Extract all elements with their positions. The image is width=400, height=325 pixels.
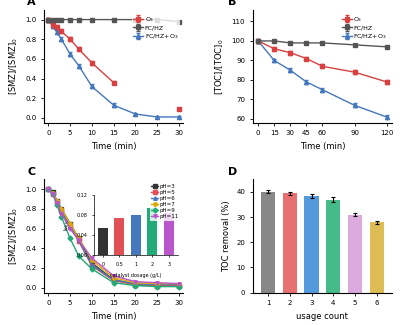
Text: D: D [228,167,237,177]
pH=6 [59,208,64,212]
Bar [326,200,340,292]
pH=9 [155,285,160,289]
Line: pH=9: pH=9 [47,188,180,288]
pH=3 [59,207,64,211]
pH=5 [76,240,81,243]
pH=11 [90,256,94,260]
pH=11 [176,282,181,286]
pH=9 [68,237,72,240]
pH=6 [155,283,160,287]
pH=5 [46,187,51,191]
Bar [304,196,318,292]
Y-axis label: TOC removal (%): TOC removal (%) [222,200,231,272]
pH=6 [46,187,51,191]
pH=7 [155,282,160,286]
Line: pH=6: pH=6 [47,188,180,286]
pH=7 [68,222,72,226]
pH=5 [50,192,55,196]
pH=7 [59,207,64,211]
pH=11 [46,187,51,191]
pH=6 [50,191,55,195]
pH=7 [46,187,51,191]
Bar [261,192,275,292]
X-axis label: Time (min): Time (min) [91,142,136,151]
Legend: pH=3, pH=5, pH=6, pH=7, pH=9, pH=11: pH=3, pH=5, pH=6, pH=7, pH=9, pH=11 [150,182,180,220]
X-axis label: Time (min): Time (min) [91,312,136,321]
Bar [348,214,362,292]
pH=7 [133,281,138,285]
Y-axis label: [SMZ]/[SMZ]$_0$: [SMZ]/[SMZ]$_0$ [7,37,20,95]
pH=3 [176,284,181,288]
pH=3 [55,199,60,203]
pH=3 [90,261,94,265]
Line: pH=7: pH=7 [47,188,180,285]
Line: pH=5: pH=5 [47,188,180,287]
pH=6 [176,283,181,287]
pH=9 [50,192,55,196]
pH=7 [55,199,60,203]
pH=3 [46,187,51,191]
pH=6 [68,224,72,228]
pH=9 [111,281,116,285]
Legend: O$_3$, FC/HZ, FC/HZ+O$_3$: O$_3$, FC/HZ, FC/HZ+O$_3$ [132,13,180,43]
pH=3 [133,283,138,287]
pH=5 [59,209,64,213]
pH=9 [176,285,181,289]
Bar [283,193,297,292]
pH=9 [46,187,51,191]
Line: pH=3: pH=3 [47,188,180,287]
pH=6 [55,199,60,203]
pH=6 [111,278,116,282]
Text: B: B [228,0,236,7]
pH=9 [59,215,64,219]
pH=5 [111,279,116,283]
Text: A: A [27,0,36,7]
pH=7 [111,276,116,280]
pH=6 [133,282,138,286]
pH=9 [55,203,60,207]
pH=5 [133,283,138,287]
pH=7 [76,237,81,240]
pH=11 [76,239,81,242]
pH=9 [90,267,94,271]
pH=7 [90,258,94,262]
pH=9 [76,254,81,258]
Legend: O$_3$, FC/HZ, FC/HZ+O$_3$: O$_3$, FC/HZ, FC/HZ+O$_3$ [340,13,389,43]
pH=3 [155,284,160,288]
pH=3 [50,190,55,194]
pH=11 [59,212,64,216]
pH=3 [68,222,72,226]
pH=11 [50,192,55,196]
pH=7 [50,191,55,195]
pH=11 [133,280,138,284]
pH=11 [55,201,60,205]
Text: C: C [27,167,36,177]
pH=5 [90,264,94,268]
pH=9 [133,284,138,288]
pH=11 [111,274,116,278]
pH=11 [68,227,72,230]
pH=6 [90,263,94,267]
Bar [370,222,384,292]
Line: pH=11: pH=11 [47,188,180,285]
pH=3 [111,278,116,282]
pH=6 [76,239,81,242]
pH=5 [68,225,72,228]
Y-axis label: [TOC]/[TOC]$_0$: [TOC]/[TOC]$_0$ [214,38,226,95]
pH=3 [76,237,81,240]
pH=5 [176,284,181,288]
X-axis label: Time (min): Time (min) [300,142,345,151]
Y-axis label: [SMZ]/[SMZ]$_0$: [SMZ]/[SMZ]$_0$ [7,207,20,265]
pH=7 [176,282,181,286]
pH=5 [55,200,60,204]
pH=11 [155,281,160,285]
pH=5 [155,284,160,288]
X-axis label: usage count: usage count [296,312,348,321]
